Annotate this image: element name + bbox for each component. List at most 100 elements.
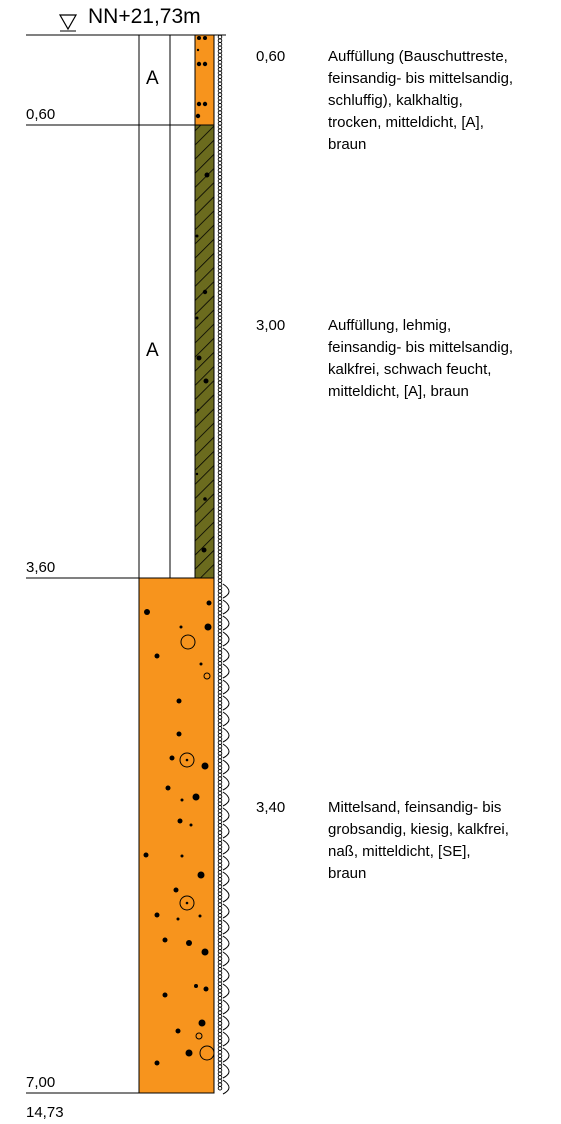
depth-label-layer-3: 7,00 [26,1074,56,1091]
screen-ring [217,189,223,195]
screen-ring [217,1024,223,1030]
depth-label-layer-1: 0,60 [26,106,56,123]
well-seal-arcs [222,583,230,1095]
screen-ring [217,715,223,720]
screen-ring [217,1071,223,1077]
seal-arc [222,903,230,919]
seal-arc [222,983,230,999]
screen-ring [217,34,223,40]
screen-ring [217,880,223,886]
seal-arc [222,791,230,807]
screen-ring [217,657,223,663]
screen-ring [217,81,223,87]
screen-ring [217,1013,223,1019]
screen-ring [217,1003,223,1008]
layer-2-description: Auffüllung, lehmig, feinsandig- bis mitt… [328,315,560,403]
screen-ring [217,164,223,169]
seal-arc [222,679,230,695]
screen-ring [217,272,223,277]
screen-ring [217,88,223,94]
seal-arc [222,583,230,599]
screen-ring [217,985,223,990]
screen-ring [217,225,223,231]
screen-ring [217,153,223,159]
description-line: feinsandig- bis mittelsandig, [328,339,514,356]
screen-ring [217,74,223,79]
screen-ring [217,823,223,828]
screen-ring [217,293,223,299]
screen-ring [217,311,223,317]
screen-ring [217,923,223,929]
screen-ring [217,236,223,241]
screen-ring [217,722,223,727]
screen-ring [217,671,223,677]
casing-gap-upper [169,34,196,579]
screen-ring [217,859,223,864]
screen-ring [217,369,223,375]
screen-ring [217,45,223,51]
screen-ring [217,927,223,933]
screen-ring [217,142,223,148]
screen-ring [217,563,223,569]
screen-ring [217,787,223,792]
screen-ring [217,466,223,472]
screen-ring [217,869,223,875]
screen-ring [217,268,223,274]
screen-ring [217,801,223,807]
screen-ring [217,106,223,112]
screen-ring [217,56,223,61]
screen-ring [217,524,223,529]
screen-ring [217,63,223,69]
ground-level-triangle-icon [58,14,78,31]
screen-ring [217,718,223,724]
description-line: braun [328,865,367,882]
screen-ring [217,585,223,591]
bottom-elevation-label: 14,73 [26,1104,64,1121]
screen-ring [217,344,223,349]
screen-ring [217,103,223,108]
layer-2-dots [195,172,210,553]
screen-ring [217,700,223,706]
screen-ring [217,967,223,972]
screen-ring [217,855,223,861]
screen-ring [217,77,223,83]
screen-ring [217,815,223,821]
screen-ring [217,643,223,648]
screen-ring [217,589,223,594]
seal-arc [222,599,230,615]
layer-2-soil-code: A [146,340,159,361]
screen-ring [217,365,223,371]
thickness-label-layer-3: 3,40 [256,799,286,816]
screen-ring [217,470,223,475]
screen-ring [217,635,223,641]
layer-1-soil-code: A [146,68,159,89]
seal-arc [222,663,230,679]
screen-ring [217,38,223,43]
screen-ring [217,747,223,753]
screen-ring [217,621,223,627]
screen-ring [217,340,223,346]
screen-ring [217,560,223,565]
screen-ring [217,124,223,130]
screen-ring [217,848,223,853]
screen-ring [217,358,223,364]
screen-ring [217,974,223,979]
screen-ring [217,553,223,558]
screen-ring [217,1057,223,1062]
screen-ring [217,646,223,652]
screen-ring [217,387,223,393]
screen-ring [217,725,223,731]
screen-ring [217,862,223,868]
seal-arc [222,871,230,887]
screen-ring [217,495,223,501]
screen-ring [217,689,223,695]
screen-ring [217,999,223,1005]
screen-ring [217,59,223,65]
screen-ring [217,610,223,616]
screen-ring [217,913,223,918]
screen-ring [217,754,223,760]
screen-ring [217,952,223,958]
screen-ring [217,139,223,144]
description-line: schluffig), kalkhaltig, [328,92,463,109]
screen-ring [217,567,223,573]
